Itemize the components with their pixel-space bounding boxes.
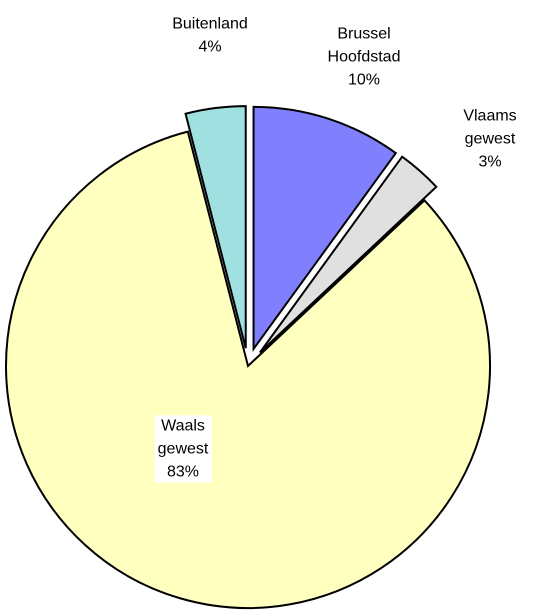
slice-name-label: gewest [465, 130, 516, 147]
pie-slice-brussel-hoofdstad [252, 105, 398, 352]
slice-name-label: Hoofdstad [328, 48, 401, 65]
slice-name-label: Buitenland [172, 15, 248, 32]
pie-label-vlaams-gewest: Vlaams gewest 3% [460, 105, 520, 173]
labels-layer: Brussel Hoofdstad 10% Vlaams gewest 3% Waals ge… [154, 13, 520, 483]
label-background [154, 415, 212, 483]
slice-value-label: 10% [348, 71, 380, 88]
label-background [169, 13, 251, 58]
pie-slice-buitenland [184, 105, 247, 349]
label-background [324, 23, 404, 91]
slice-name-label: Waals [161, 417, 205, 434]
slice-name-label: gewest [158, 440, 209, 457]
pie-label-waals-gewest: Waals gewest 83% [154, 415, 212, 483]
slice-name-label: Brussel [337, 25, 390, 42]
slices-layer [5, 105, 491, 609]
pie-label-brussel-hoofdstad: Brussel Hoofdstad 10% [324, 23, 404, 91]
slice-value-label: 4% [198, 38, 221, 55]
pie-label-buitenland: Buitenland 4% [169, 13, 251, 58]
label-background [460, 105, 520, 173]
slice-value-label: 3% [478, 153, 501, 170]
slice-value-label: 83% [167, 463, 199, 480]
pie-slice-vlaams-gewest [259, 155, 438, 354]
slice-name-label: Vlaams [463, 107, 516, 124]
pie-slice-waals-gewest [5, 130, 491, 609]
